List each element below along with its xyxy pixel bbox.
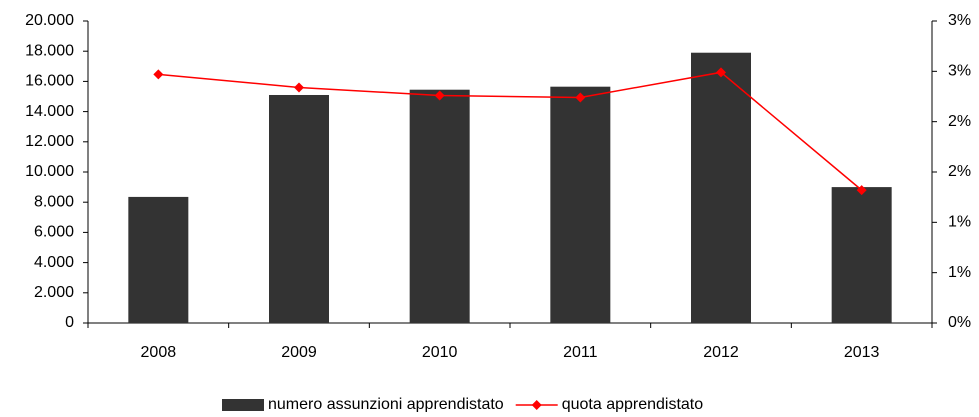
y-tick-label: 14.000: [25, 103, 74, 120]
marker: [575, 92, 586, 103]
x-tick-label: 2011: [563, 344, 598, 361]
y-tick-label: 6.000: [34, 224, 74, 241]
y2-tick-label: 2%: [948, 163, 971, 180]
bar: [550, 86, 611, 323]
y-tick-label: 12.000: [25, 133, 74, 150]
line: [158, 71, 863, 191]
y-tick-label: 18.000: [25, 42, 74, 59]
legend-label: numero assunzioni apprendistato: [268, 396, 504, 412]
bar: [691, 52, 751, 324]
y2-tick-label: 0%: [948, 314, 971, 331]
x-tick-label: 2012: [703, 344, 739, 361]
y-tick-label: 0: [65, 314, 74, 331]
y-tick-label: 8.000: [34, 193, 74, 210]
y-tick-label: 16.000: [25, 73, 74, 90]
x-tick-label: 2008: [141, 344, 177, 361]
y-tick-label: 10.000: [25, 163, 74, 180]
legend-marker: [531, 400, 542, 410]
marker: [153, 69, 164, 80]
bar: [128, 196, 189, 323]
marker: [856, 185, 867, 196]
y-tick-label: 4.000: [34, 254, 74, 271]
marker: [716, 67, 726, 78]
marker: [434, 90, 445, 101]
y2-tick-label: 3%: [948, 63, 971, 80]
y2-tick-label: 1%: [948, 214, 971, 231]
x-tick-label: 2013: [844, 344, 880, 361]
bar: [269, 94, 329, 324]
bar: [831, 187, 892, 323]
y-tick-label: 2.000: [34, 284, 74, 301]
bar: [409, 89, 470, 323]
legend-label: quota apprendistato: [562, 396, 704, 412]
y-tick-label: 20.000: [25, 12, 74, 29]
y2-tick-label: 2%: [948, 113, 971, 130]
x-tick-label: 2009: [281, 344, 317, 361]
y2-tick-label: 3%: [948, 12, 971, 29]
x-tick-label: 2010: [422, 344, 458, 361]
y2-tick-label: 1%: [948, 264, 971, 281]
legend-swatch: [222, 399, 264, 411]
marker: [294, 82, 304, 93]
